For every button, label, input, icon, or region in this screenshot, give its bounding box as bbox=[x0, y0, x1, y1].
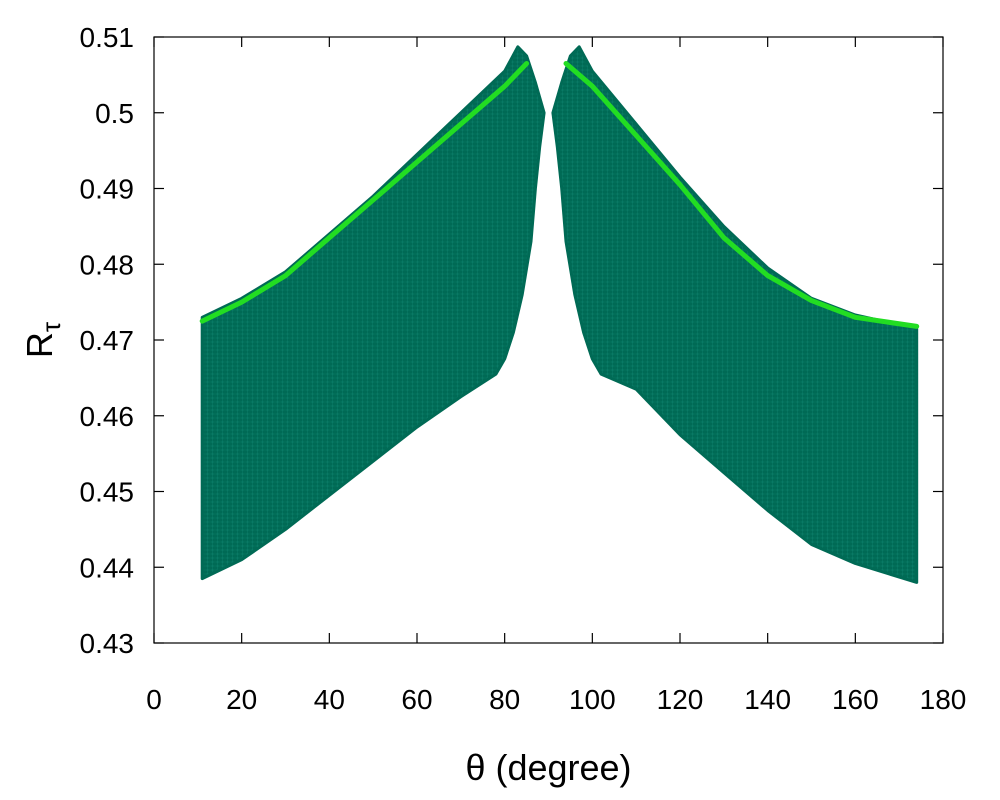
y-tick-label: 0.49 bbox=[80, 174, 135, 205]
y-tick-label: 0.5 bbox=[95, 98, 134, 129]
highlight-curve-1 bbox=[199, 61, 530, 324]
x-tick-label: 100 bbox=[569, 684, 616, 715]
scatter-point-regions bbox=[200, 45, 919, 584]
y-tick-label: 0.46 bbox=[80, 401, 135, 432]
x-tick-label: 140 bbox=[744, 684, 791, 715]
y-axis-title-base: R bbox=[19, 332, 60, 358]
y-axis-title-subscript: τ bbox=[36, 321, 66, 332]
scatter-region-2 bbox=[551, 45, 919, 584]
x-tick-label: 0 bbox=[146, 684, 162, 715]
y-tick-label: 0.48 bbox=[80, 249, 135, 280]
y-tick-label: 0.47 bbox=[80, 325, 135, 356]
x-tick-label: 180 bbox=[920, 684, 967, 715]
y-tick-label: 0.44 bbox=[80, 552, 135, 583]
x-tick-label: 20 bbox=[226, 684, 257, 715]
highlight-curves bbox=[199, 61, 920, 329]
x-axis: 0 20 40 60 80 100 120 140 160 180 bbox=[146, 37, 966, 715]
x-tick-label: 80 bbox=[489, 684, 520, 715]
y-tick-label: 0.45 bbox=[80, 477, 135, 508]
y-tick-label: 0.51 bbox=[80, 22, 135, 53]
x-tick-label: 160 bbox=[832, 684, 879, 715]
x-axis-title: θ (degree) bbox=[465, 747, 631, 788]
x-tick-label: 40 bbox=[314, 684, 345, 715]
scatter-region-1 bbox=[200, 45, 546, 581]
y-axis: 0.43 0.44 0.45 0.46 0.47 0.48 0.49 0.5 0.51 bbox=[80, 22, 943, 659]
y-axis-title: Rτ bbox=[19, 321, 66, 358]
y-tick-label: 0.43 bbox=[80, 628, 135, 659]
highlight-curve-2 bbox=[563, 61, 920, 329]
x-tick-label: 60 bbox=[401, 684, 432, 715]
x-tick-label: 120 bbox=[657, 684, 704, 715]
